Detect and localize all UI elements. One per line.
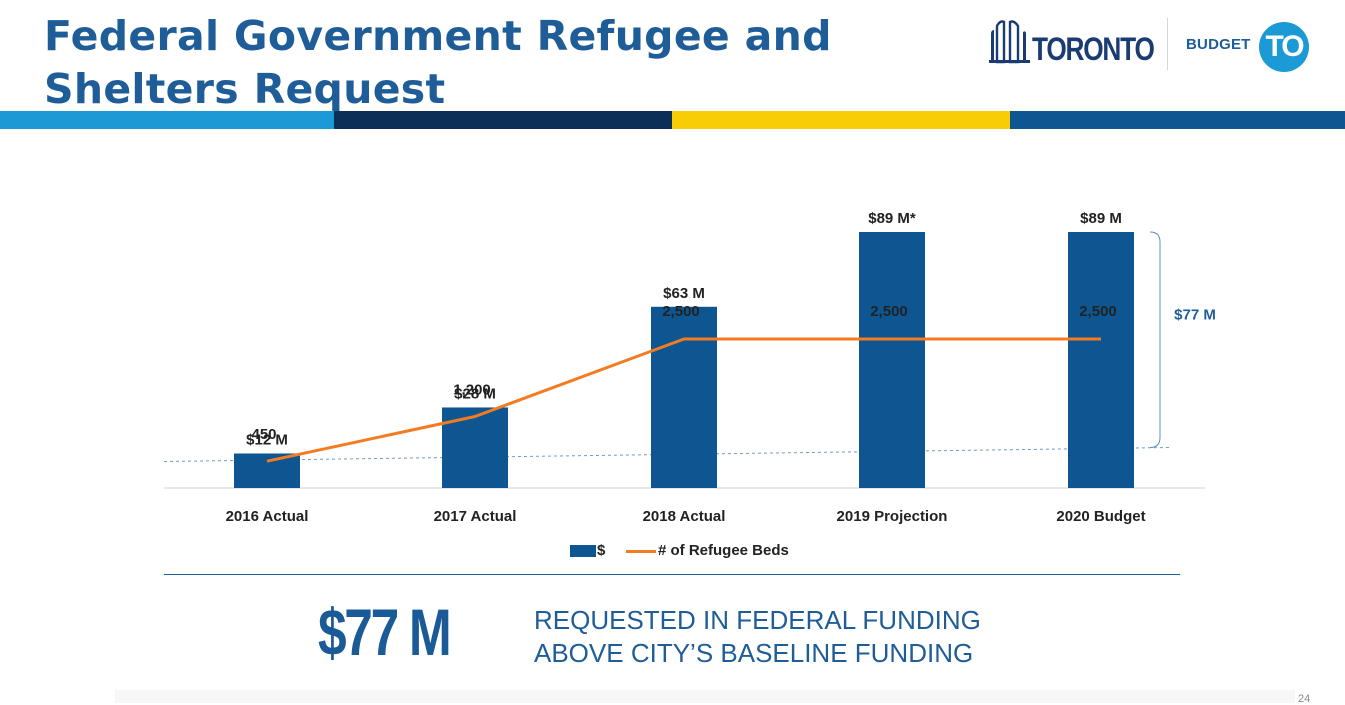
header-stripe-3 [672, 111, 1010, 129]
bar-label-5: $89 M [1080, 210, 1122, 227]
summary-note-line-1: REQUESTED IN FEDERAL FUNDING [534, 605, 981, 635]
page-title: Federal Government Refugee and Shelters … [44, 10, 832, 116]
bar-4 [859, 232, 925, 488]
budget-to-badge: TO [1259, 22, 1309, 72]
legend-line-label: # of Refugee Beds [658, 542, 789, 559]
beds-label-2: 1,200 [453, 381, 491, 398]
bar-5 [1068, 232, 1134, 488]
header-stripe-4 [1010, 111, 1345, 129]
x-tick-label-2: 2017 Actual [434, 508, 517, 525]
logo-separator [1167, 18, 1168, 70]
summary-amount: $77 M [318, 595, 452, 669]
section-divider [164, 574, 1180, 575]
refugee-shelter-chart: $12 M $28 M $63 M $89 M* $89 M 450 1,200 2,500… [163, 210, 1216, 525]
bar-2 [442, 407, 508, 488]
legend-bar-swatch [570, 545, 596, 557]
funding-gap-bracket [1149, 231, 1161, 448]
bar-1 [234, 453, 300, 488]
x-tick-label-5: 2020 Budget [1056, 508, 1145, 525]
bar-label-1: $12 M [246, 431, 288, 448]
budget-wordmark: BUDGET [1186, 36, 1251, 53]
x-tick-label-1: 2016 Actual [226, 508, 309, 525]
page-number: 24 [1298, 693, 1311, 705]
toronto-wordmark: TORONTO [1032, 31, 1155, 67]
page-title-line-2: Shelters Request [44, 65, 446, 113]
beds-label-1: 450 [251, 426, 276, 443]
bar-label-3: $63 M [663, 285, 705, 302]
beds-label-4: 2,500 [870, 303, 908, 320]
beds-label-3: 2,500 [662, 303, 700, 320]
x-tick-label-4: 2019 Projection [837, 508, 948, 525]
refugee-beds-line [266, 337, 1101, 463]
funding-gap-label: $77 M [1174, 307, 1216, 324]
legend-bar-label: $ [597, 542, 606, 559]
bar-label-2: $28 M [454, 385, 496, 402]
beds-label-5: 2,500 [1079, 303, 1117, 320]
bar-3 [651, 306, 717, 488]
budget-to-badge-text: TO [1265, 30, 1304, 63]
city-hall-icon [989, 20, 1030, 64]
legend-line-swatch [626, 550, 656, 553]
summary-note-line-2: ABOVE CITY’S BASELINE FUNDING [534, 638, 974, 668]
toronto-logo: TORONTO [988, 16, 1155, 68]
bar-label-4: $89 M* [868, 210, 916, 227]
header-stripe-1 [0, 111, 334, 129]
footer-band [115, 690, 1295, 703]
header-stripe-2 [334, 111, 672, 129]
x-tick-label-3: 2018 Actual [643, 508, 726, 525]
page-title-line-1: Federal Government Refugee and [44, 12, 832, 60]
summary-note: REQUESTED IN FEDERAL FUNDING ABOVE CITY’… [534, 604, 981, 670]
